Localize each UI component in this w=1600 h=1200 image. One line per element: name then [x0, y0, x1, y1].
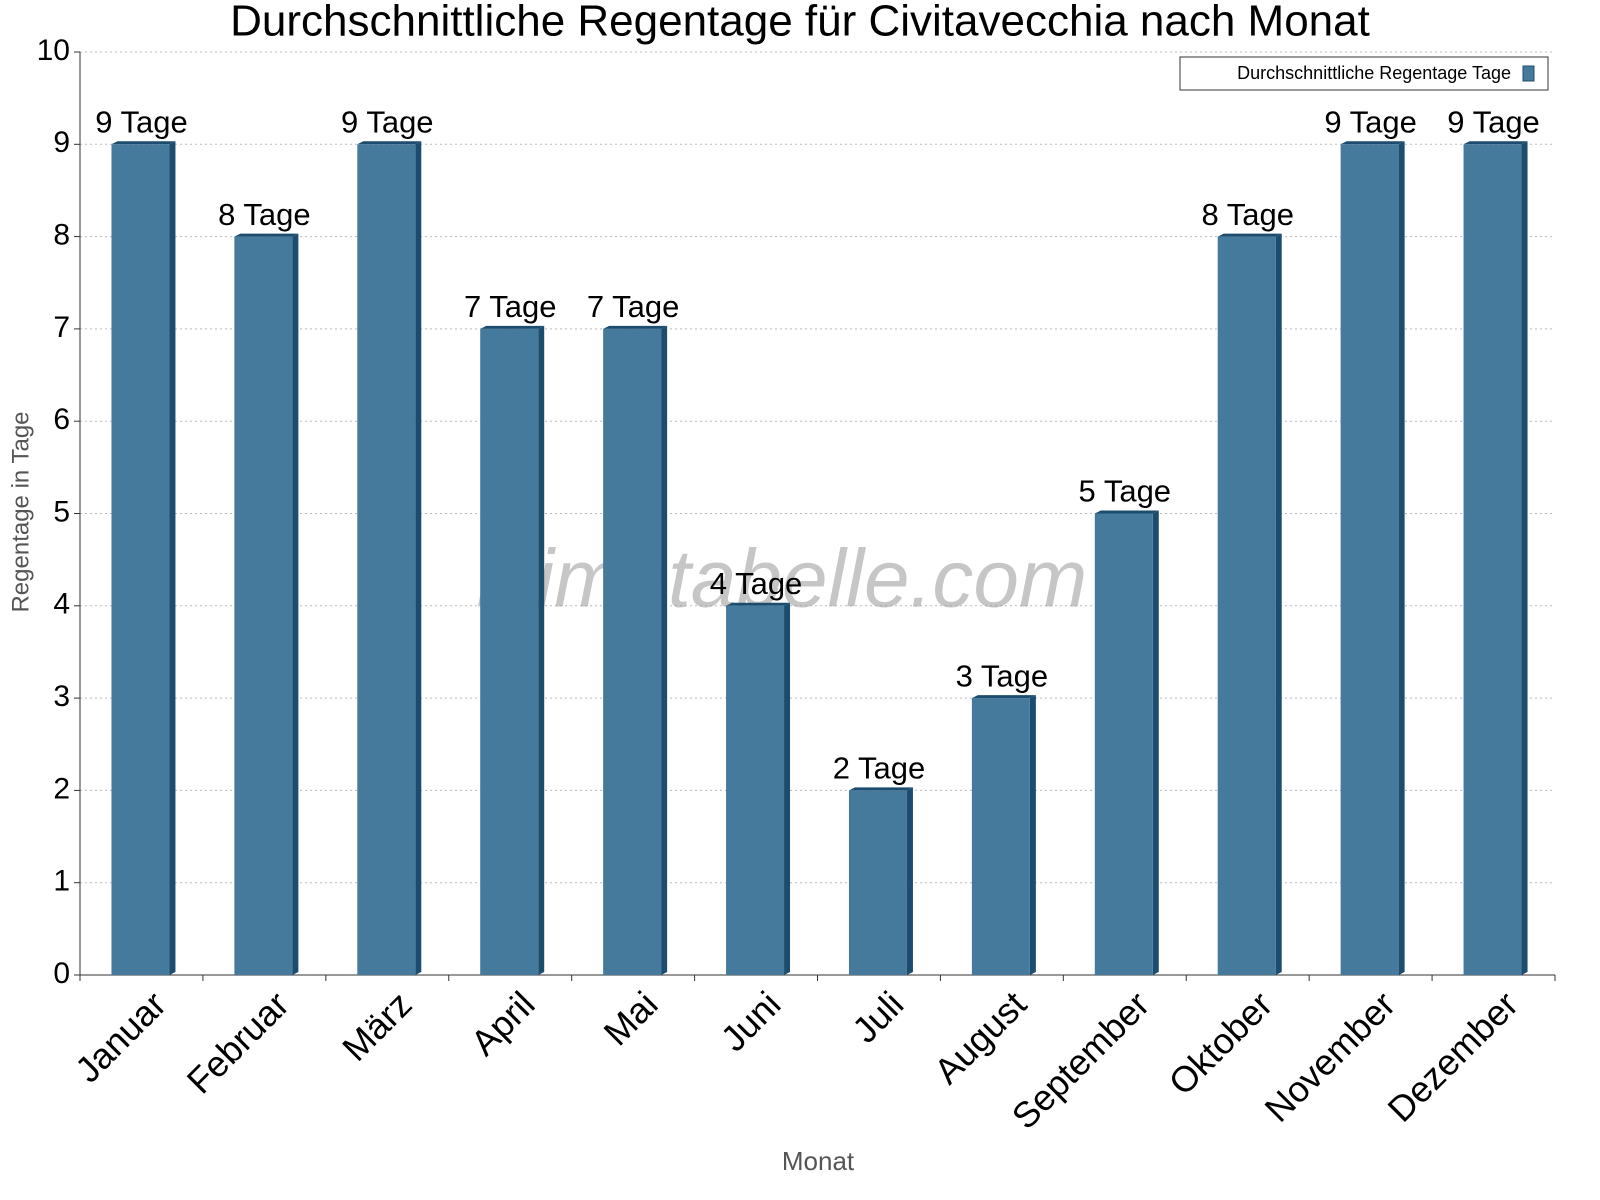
value-label: 9 Tage	[1324, 104, 1417, 139]
bar-edge	[415, 141, 422, 976]
y-tick-label: 5	[53, 495, 70, 528]
bar-edge	[1521, 141, 1528, 976]
value-label: 7 Tage	[464, 289, 557, 324]
bar-top	[1094, 510, 1159, 514]
legend-box	[1179, 56, 1549, 91]
bar-top	[234, 233, 299, 237]
value-label: 2 Tage	[833, 751, 926, 786]
bar-top	[848, 787, 913, 791]
bar	[480, 328, 539, 975]
bar-top	[726, 602, 791, 606]
y-tick-label: 6	[53, 403, 70, 436]
bar-top	[111, 141, 176, 145]
bar	[1463, 144, 1522, 976]
y-tick-label: 4	[53, 588, 70, 621]
legend-swatch	[1522, 65, 1535, 82]
bar-edge	[538, 325, 545, 975]
bar	[726, 605, 785, 975]
y-tick-label: 9	[53, 126, 70, 159]
bar-edge	[1398, 141, 1405, 976]
y-tick-label: 2	[53, 772, 70, 805]
value-label: 3 Tage	[956, 658, 1049, 693]
bar-top	[1463, 141, 1528, 145]
bar-edge	[661, 325, 668, 975]
bar-top	[357, 141, 422, 145]
y-tick-label: 7	[53, 311, 70, 344]
y-tick-label: 0	[53, 957, 70, 990]
bar-top	[603, 325, 668, 329]
bar	[603, 328, 662, 975]
value-label: 7 Tage	[587, 289, 680, 324]
value-label: 8 Tage	[1201, 197, 1294, 232]
bar	[234, 236, 293, 976]
bar-edge	[784, 602, 791, 975]
value-label: 8 Tage	[218, 197, 311, 232]
bar	[1094, 513, 1153, 975]
legend-label: Durchschnittliche Regentage Tage	[1237, 63, 1511, 83]
value-label: 4 Tage	[710, 566, 803, 601]
value-label: 9 Tage	[1447, 104, 1540, 139]
y-tick-label: 10	[37, 34, 70, 67]
bar	[1217, 236, 1276, 976]
x-axis-label: Monat	[782, 1146, 855, 1176]
bar-edge	[292, 233, 299, 976]
bar-top	[971, 695, 1036, 699]
bar	[848, 790, 907, 975]
bar-edge	[1152, 510, 1159, 975]
bar	[1340, 144, 1399, 976]
bar	[357, 144, 416, 976]
y-tick-label: 1	[53, 865, 70, 898]
bar-edge	[1029, 695, 1036, 975]
bar-top	[1217, 233, 1282, 237]
value-label: 9 Tage	[341, 104, 434, 139]
bar	[111, 144, 170, 976]
value-label: 9 Tage	[95, 104, 188, 139]
bar	[971, 698, 1030, 975]
legend: Durchschnittliche Regentage Tage	[1179, 56, 1549, 91]
bar-top	[1340, 141, 1405, 145]
chart-title: Durchschnittliche Regentage für Civitave…	[230, 0, 1370, 46]
bar-edge	[1275, 233, 1282, 976]
value-label: 5 Tage	[1079, 474, 1172, 509]
y-axis-label: Regentage in Tage	[7, 411, 34, 612]
bar-edge	[906, 787, 913, 975]
bar-edge	[169, 141, 176, 976]
y-tick-label: 3	[53, 680, 70, 713]
y-tick-label: 8	[53, 219, 70, 252]
bar-top	[480, 325, 545, 329]
